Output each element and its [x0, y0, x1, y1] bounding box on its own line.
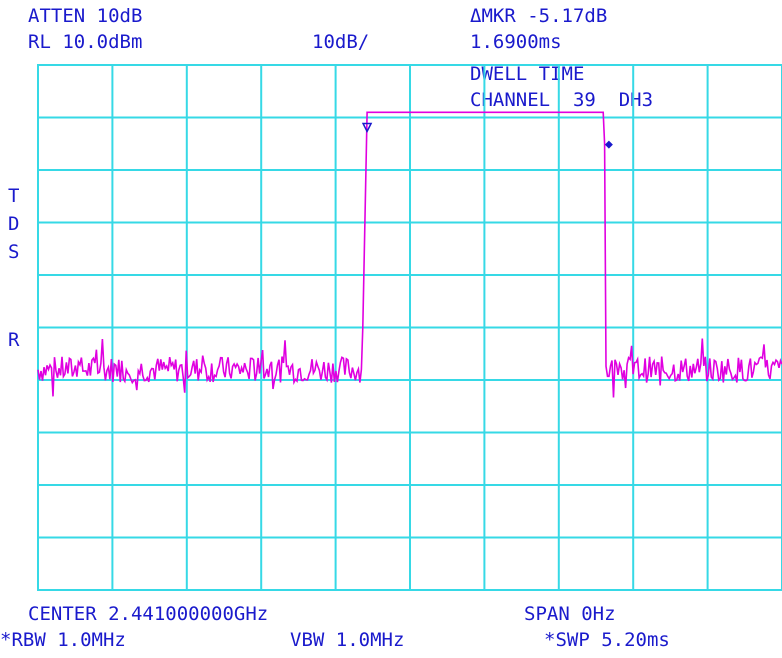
scale-label: 10dB/: [312, 31, 369, 53]
graticule: [38, 65, 782, 590]
markers: [361, 122, 613, 149]
marker-delta-label: ΔMKR -5.17dB: [470, 5, 607, 27]
side-label-r: R: [8, 329, 20, 351]
sweep-label: *SWP 5.20ms: [544, 629, 670, 651]
ref-level-label: RL 10.0dBm: [28, 31, 142, 53]
marker-time-label: 1.6900ms: [470, 31, 562, 53]
side-label-t: T: [8, 185, 19, 207]
title-line2: CHANNEL 39 DH3: [470, 89, 653, 111]
reference-marker-triangle: [361, 122, 373, 134]
rbw-label: *RBW 1.0MHz: [0, 629, 126, 651]
title-line1: DWELL TIME: [470, 63, 584, 85]
delta-marker-diamond: [604, 140, 613, 149]
span-label: SPAN 0Hz: [524, 603, 616, 625]
vbw-label: VBW 1.0MHz: [290, 629, 404, 651]
center-frequency-label: CENTER 2.441000000GHz: [28, 603, 268, 625]
side-label-s: S: [8, 241, 19, 263]
side-label-d: D: [8, 213, 19, 235]
trace-line: [37, 111, 782, 398]
atten-label: ATTEN 10dB: [28, 5, 142, 27]
